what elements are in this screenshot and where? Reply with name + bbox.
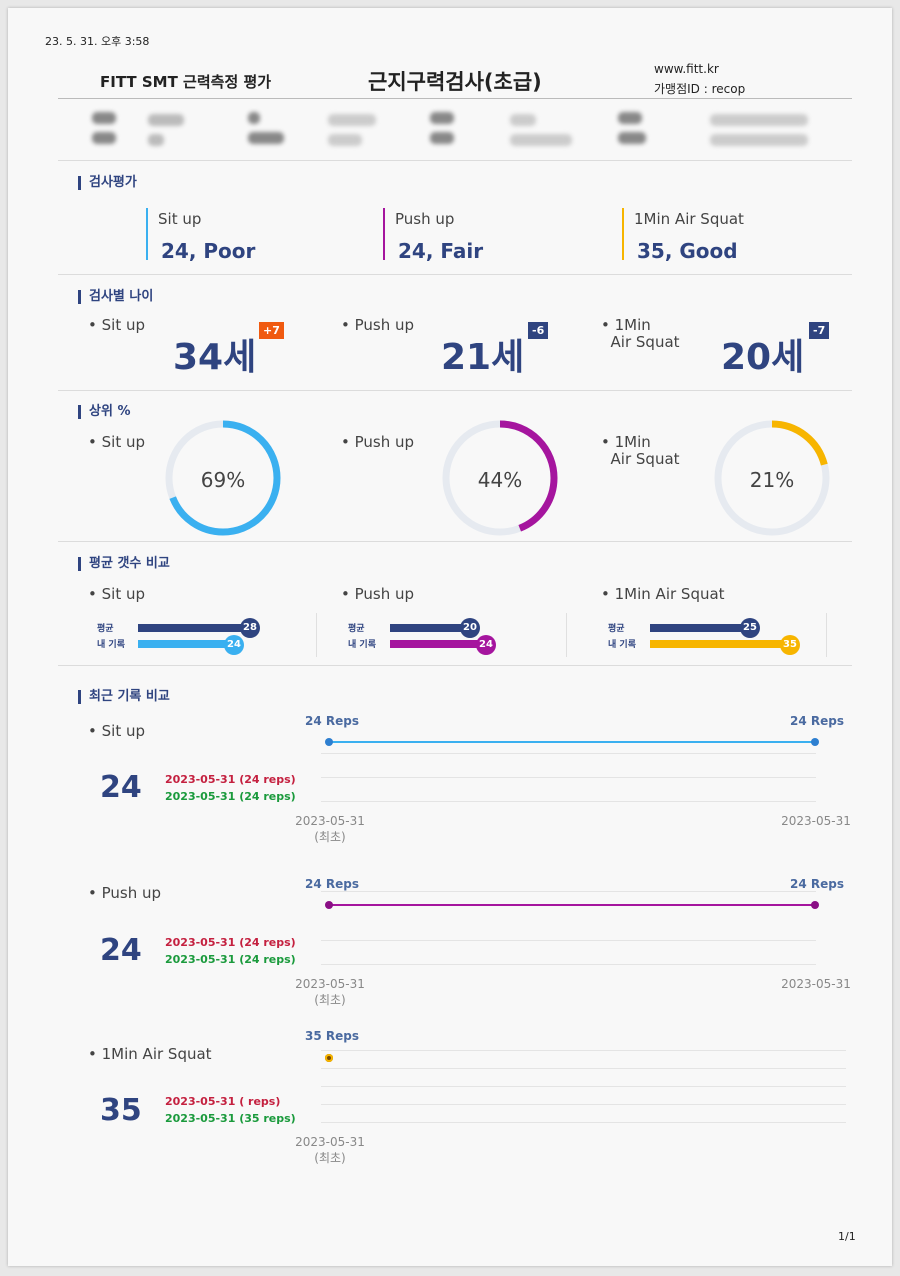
recent-date-right: 2023-05-31 (781, 977, 851, 991)
age-value-pushup: 21세 (441, 337, 525, 378)
age-value-airsquat: 20세 (721, 337, 805, 378)
recent-point-first-airsquat (325, 1054, 333, 1062)
compare-label-situp: • Sit up (88, 585, 145, 603)
compare-mine-value-situp: 24 (224, 635, 244, 655)
recent-record-prev: 2023-05-31 ( reps) (165, 1095, 281, 1108)
eval-name: Sit up (158, 210, 202, 228)
page-number: 1/1 (838, 1230, 856, 1243)
eval-name: Push up (395, 210, 455, 228)
age-label-pushup: • Push up (341, 316, 415, 334)
recent-reps-left: 24 Reps (305, 714, 359, 728)
age-diff-badge-pushup: -6 (528, 322, 549, 339)
compare-label-pushup: • Push up (341, 585, 415, 603)
compare-avg-label: 평균 (97, 624, 114, 634)
compare-mine-label: 내 기록 (608, 640, 636, 650)
rank-label-airsquat: • 1Min Air Squat (601, 433, 680, 468)
recent-record-prev: 2023-05-31 (24 reps) (165, 773, 296, 786)
recent-trend-line-pushup (329, 904, 816, 906)
recent-reps-left: 24 Reps (305, 877, 359, 891)
recent-date-left: 2023-05-31 (최초) (295, 1135, 365, 1165)
recent-record-latest: 2023-05-31 (35 reps) (165, 1112, 296, 1125)
age-value-situp: 34세 (173, 337, 257, 378)
compare-label-airsquat: • 1Min Air Squat (601, 585, 725, 603)
compare-mine-bar-pushup (390, 640, 486, 648)
eval-value: 24, Poor (161, 239, 256, 263)
member-info-blurred (58, 104, 852, 160)
eval-name: 1Min Air Squat (634, 210, 744, 228)
rank-arc-pushup (442, 420, 558, 536)
rank-label-situp: • Sit up (88, 433, 145, 451)
rank-label-pushup: • Push up (341, 433, 415, 451)
eval-value: 35, Good (637, 239, 738, 263)
recent-date-left: 2023-05-31 (최초) (295, 977, 365, 1007)
section-title-age: 검사별 나이 (78, 290, 153, 304)
eval-airsquat: 1Min Air Squat 35, Good (622, 208, 744, 263)
rank-arc-situp (165, 420, 281, 536)
recent-date-left: 2023-05-31 (최초) (295, 814, 365, 844)
recent-value-pushup: 24 (100, 933, 142, 968)
section-title-compare: 평균 갯수 비교 (78, 557, 170, 571)
rank-percent-pushup: 44% (477, 468, 523, 492)
compare-mine-value-pushup: 24 (476, 635, 496, 655)
age-diff-badge-situp: +7 (259, 322, 284, 339)
rank-percent-situp: 69% (200, 468, 246, 492)
recent-reps-left: 35 Reps (305, 1029, 359, 1043)
rank-donut-airsquat (714, 420, 830, 536)
compare-mine-bar-airsquat (650, 640, 790, 648)
section-title-rank: 상위 % (78, 405, 130, 419)
eval-pushup: Push up 24, Fair (383, 208, 484, 263)
eval-value: 24, Fair (398, 239, 484, 263)
eval-situp: Sit up 24, Poor (146, 208, 256, 263)
recent-label-pushup: • Push up (88, 884, 162, 902)
recent-label-situp: • Sit up (88, 722, 145, 740)
compare-avg-value-pushup: 20 (460, 618, 480, 638)
compare-avg-bar-pushup (390, 624, 470, 632)
recent-value-situp: 24 (100, 770, 142, 805)
recent-point-last-pushup (811, 901, 819, 909)
recent-point-first-pushup (325, 901, 333, 909)
rank-percent-airsquat: 21% (749, 468, 795, 492)
age-label-airsquat: • 1Min Air Squat (601, 316, 680, 351)
compare-mine-bar-situp (138, 640, 234, 648)
print-timestamp: 23. 5. 31. 오후 3:58 (45, 35, 150, 48)
compare-mine-label: 내 기록 (348, 640, 376, 650)
rank-donut-situp (165, 420, 281, 536)
compare-avg-value-airsquat: 25 (740, 618, 760, 638)
compare-mine-value-airsquat: 35 (780, 635, 800, 655)
compare-avg-bar-situp (138, 624, 250, 632)
recent-reps-right: 24 Reps (790, 714, 844, 728)
recent-record-latest: 2023-05-31 (24 reps) (165, 953, 296, 966)
recent-reps-right: 24 Reps (790, 877, 844, 891)
report-brand-title: FITT SMT 근력측정 평가 (100, 73, 272, 91)
recent-record-latest: 2023-05-31 (24 reps) (165, 790, 296, 803)
compare-avg-label: 평균 (348, 624, 365, 634)
age-label-situp: • Sit up (88, 316, 145, 334)
recent-trend-line-situp (329, 741, 816, 743)
section-title-evaluation: 검사평가 (78, 176, 137, 190)
section-title-recent: 최근 기록 비교 (78, 690, 170, 704)
recent-record-prev: 2023-05-31 (24 reps) (165, 936, 296, 949)
site-url: www.fitt.kr (654, 62, 719, 76)
recent-point-first-situp (325, 738, 333, 746)
page-title: 근지구력검사(초급) (368, 70, 542, 94)
compare-avg-bar-airsquat (650, 624, 750, 632)
header-divider (58, 98, 852, 99)
compare-avg-label: 평균 (608, 624, 625, 634)
recent-label-airsquat: • 1Min Air Squat (88, 1045, 212, 1063)
recent-point-last-situp (811, 738, 819, 746)
rank-donut-pushup (442, 420, 558, 536)
rank-arc-airsquat (714, 420, 830, 536)
age-diff-badge-airsquat: -7 (809, 322, 830, 339)
compare-avg-value-situp: 28 (240, 618, 260, 638)
recent-date-right: 2023-05-31 (781, 814, 851, 828)
report-page: 23. 5. 31. 오후 3:58 FITT SMT 근력측정 평가 근지구력… (8, 8, 892, 1266)
recent-value-airsquat: 35 (100, 1093, 142, 1128)
compare-mine-label: 내 기록 (97, 640, 125, 650)
store-id: 가맹점ID : recop (654, 82, 746, 96)
